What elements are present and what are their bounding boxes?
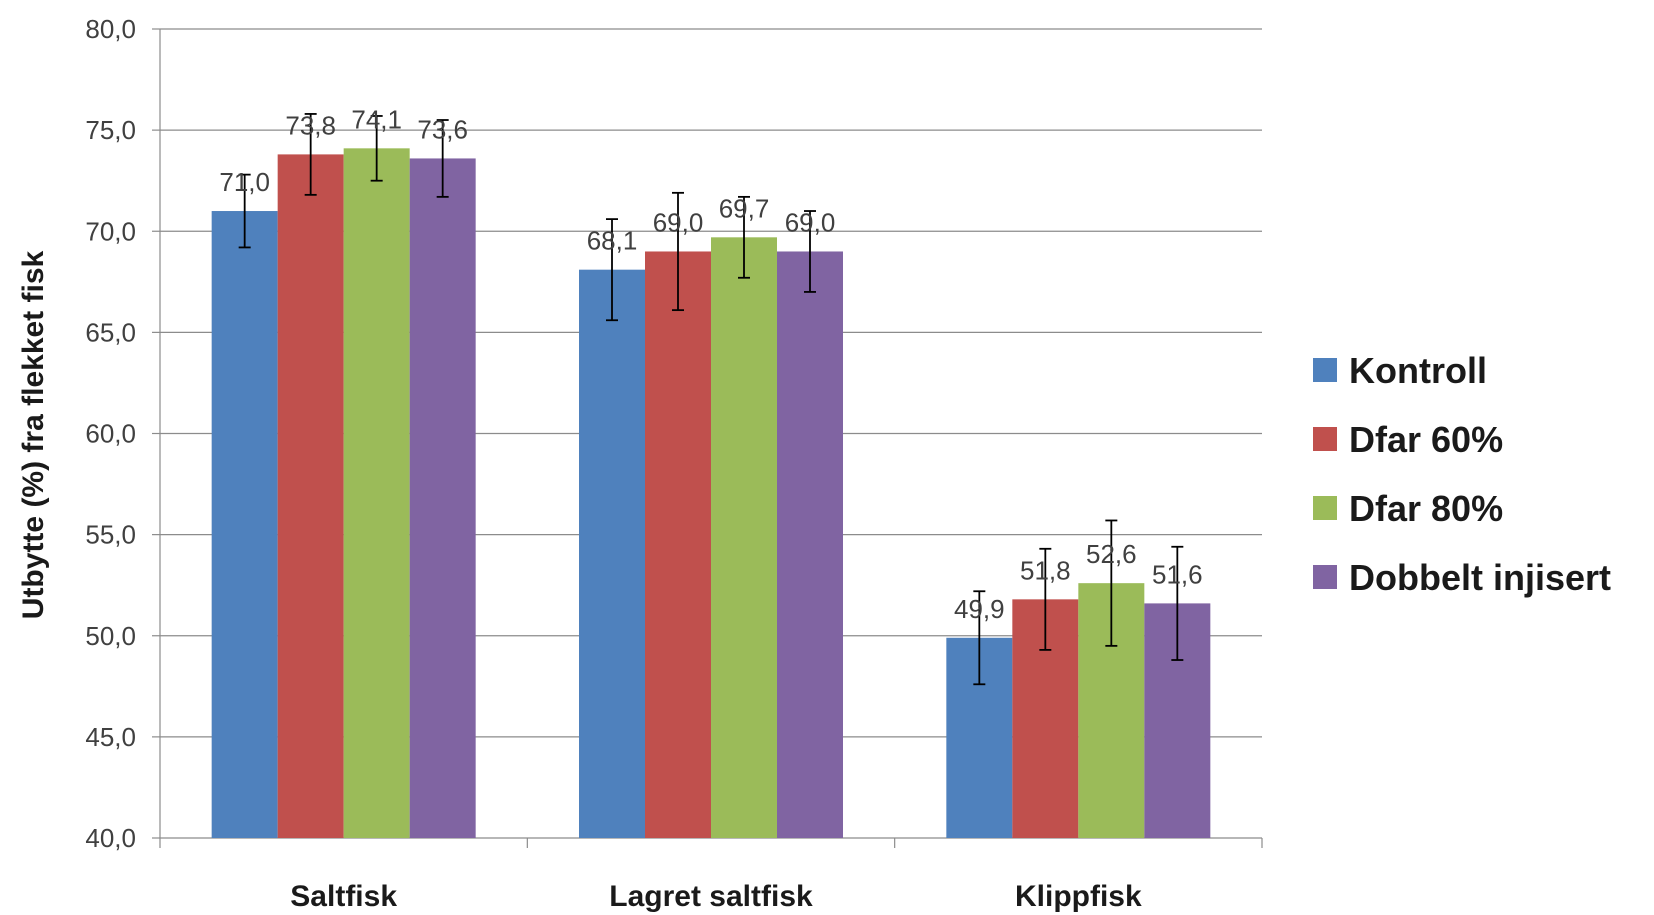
- legend-swatch: [1313, 565, 1337, 589]
- legend-label: Kontroll: [1349, 350, 1487, 391]
- data-label: 74,1: [351, 104, 402, 134]
- data-label: 51,8: [1020, 555, 1071, 585]
- data-label: 71,0: [219, 167, 270, 197]
- legend-label: Dfar 60%: [1349, 419, 1503, 460]
- legend-label: Dfar 80%: [1349, 488, 1503, 529]
- bar: [777, 251, 843, 839]
- y-axis-title: Utbytte (%) fra flekket fisk: [17, 250, 50, 619]
- bar: [277, 154, 344, 838]
- data-label: 69,7: [719, 193, 770, 223]
- data-label: 49,9: [954, 594, 1005, 624]
- y-tick-label: 80,0: [85, 14, 136, 44]
- legend-label: Dobbelt injisert: [1349, 557, 1611, 598]
- legend-swatch: [1313, 358, 1337, 382]
- y-tick-label: 50,0: [85, 621, 136, 651]
- category-label: Klippfisk: [1015, 880, 1142, 913]
- y-tick-label: 65,0: [85, 317, 136, 347]
- category-label: Lagret saltfisk: [609, 880, 813, 913]
- data-label: 69,0: [785, 207, 836, 237]
- y-tick-label: 70,0: [85, 216, 136, 246]
- data-label: 52,6: [1086, 539, 1137, 569]
- y-tick-label: 55,0: [85, 520, 136, 550]
- y-tick-labels: 40,0 45,0 50,0 55,0 60,0 65,0 70,0 75,0 80,0: [85, 14, 136, 853]
- data-label: 68,1: [587, 226, 638, 256]
- legend-swatch: [1313, 427, 1337, 451]
- y-tick-label: 45,0: [85, 722, 136, 752]
- legend: Kontroll Dfar 60% Dfar 80% Dobbelt injisert: [1313, 350, 1611, 598]
- y-tick-label: 75,0: [85, 115, 136, 145]
- error-bars: [238, 113, 1184, 686]
- category-labels: Saltfisk Lagret saltfisk Klippfisk: [290, 880, 1142, 913]
- data-label: 51,6: [1152, 559, 1203, 589]
- legend-swatch: [1313, 496, 1337, 520]
- data-labels: 71,0 73,8 74,1 73,6 68,1 69,0 69,7 69,0 49,9 51,8…: [219, 104, 1202, 623]
- bar: [343, 148, 410, 838]
- bar: [711, 237, 777, 838]
- y-tick-label: 60,0: [85, 419, 136, 449]
- bars: [211, 148, 1211, 839]
- data-label: 69,0: [653, 207, 704, 237]
- bar: [579, 269, 645, 838]
- bar: [211, 211, 278, 838]
- bar: [645, 251, 711, 839]
- data-label: 73,6: [417, 114, 468, 144]
- data-label: 73,8: [285, 110, 336, 140]
- category-label: Saltfisk: [290, 880, 397, 913]
- bar: [409, 158, 476, 838]
- y-tick-label: 40,0: [85, 823, 136, 853]
